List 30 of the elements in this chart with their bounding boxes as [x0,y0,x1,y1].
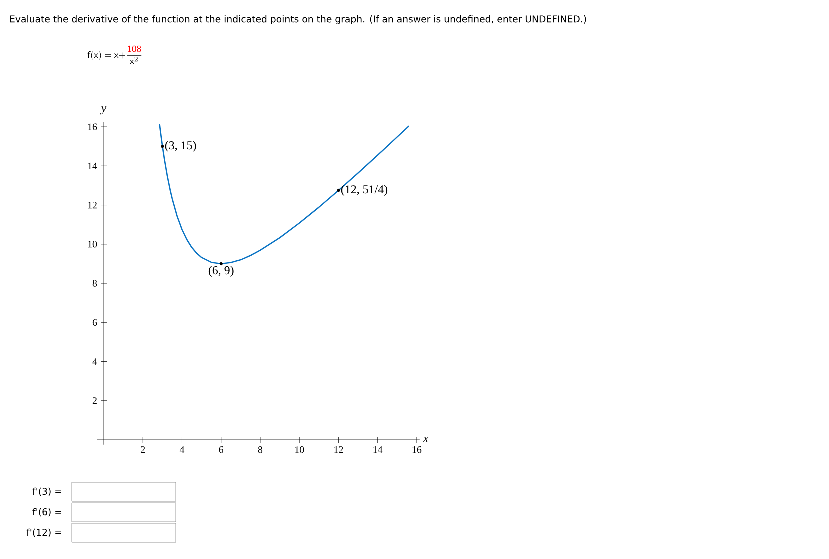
y-tick-label: 14 [88,162,98,170]
x-tick-label: 8 [258,446,263,454]
x-tick-label: 10 [295,446,304,454]
x-tick-label: 6 [219,446,224,454]
annotation: (6, 9) [208,266,234,278]
x-tick-label: 4 [180,446,185,454]
annotation: (3, 15) [165,141,196,152]
x-axis-title: x [423,437,429,442]
point [220,262,223,266]
x-tick-label: 2 [141,446,146,454]
text: f'(12) = [26,528,62,538]
annotation: (12, 51/4) [341,185,388,196]
y-tick-label: 8 [92,280,98,287]
y-axis-title: y [100,106,107,115]
y-tick-label: 10 [88,241,98,248]
x-tick-label: 14 [374,446,383,454]
text: f'(3) = [32,488,62,496]
chart-subtitle: $\mathsf{f(x) = x +} \frac{\textcolor{red}{\mathsf{108}}}{\mathsf{x}^{2}}$ [88,46,142,64]
point [161,145,164,148]
y-tick-label: 12 [88,202,97,209]
line-series [159,123,410,265]
y-tick-label: 16 [88,124,98,130]
y-tick-label: 4 [92,358,98,366]
point [337,189,340,192]
x-tick-label: 12 [334,446,344,454]
text: f'(6) = [32,508,62,517]
y-tick-label: 2 [92,398,97,404]
y-tick-label: 6 [92,319,98,326]
x-tick-label: 16 [412,446,422,454]
chart-title: Evaluate the derivative of the function at the indicated points on the graph. (If an answer is undefined, enter UNDEFINED.) [10,15,586,25]
